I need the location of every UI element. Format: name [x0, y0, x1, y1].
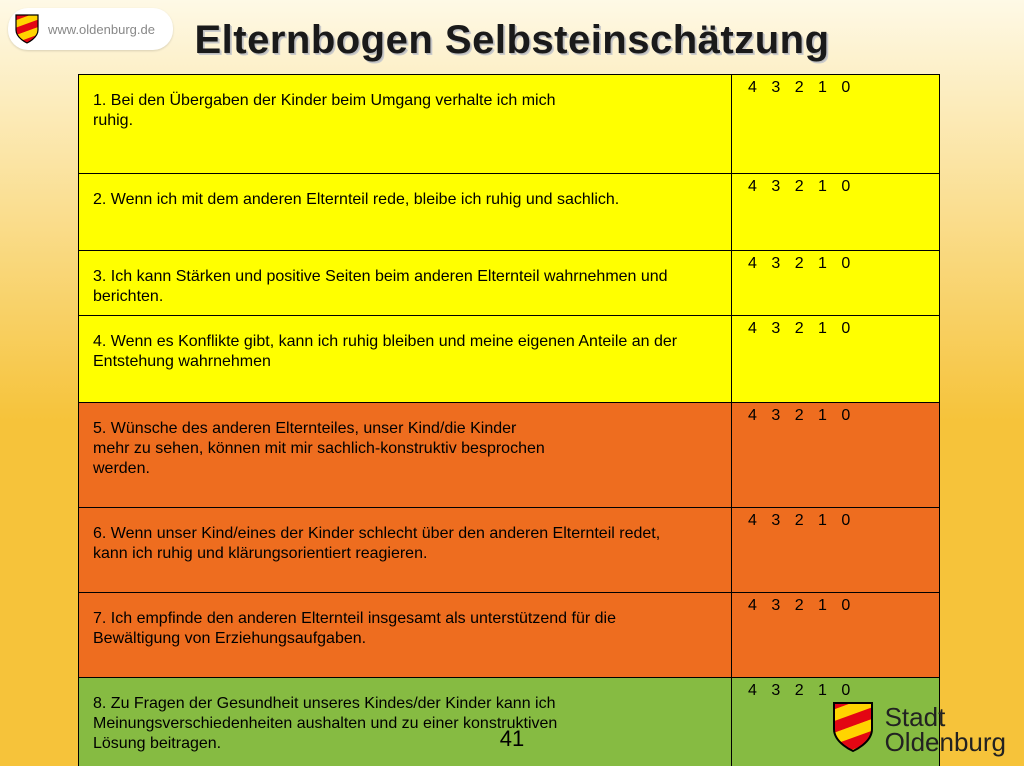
question-text: 7. Ich empfinde den anderen Elternteil i… [93, 599, 616, 649]
question-text: 2. Wenn ich mit dem anderen Elternteil r… [93, 180, 619, 210]
table-row: 5. Wünsche des anderen Elternteiles, uns… [79, 403, 939, 508]
table-row: 1. Bei den Übergaben der Kinder beim Umg… [79, 75, 939, 174]
scale-values: 4 3 2 1 0 [748, 682, 850, 699]
scale-cell: 4 3 2 1 0 [732, 316, 939, 402]
scale-cell: 4 3 2 1 0 [732, 593, 939, 677]
footer-logo: Stadt Oldenburg [831, 701, 1006, 758]
slide: www.oldenburg.de Elternbogen Selbsteinsc… [0, 0, 1024, 766]
question-cell: 4. Wenn es Konflikte gibt, kann ich ruhi… [79, 316, 732, 402]
scale-values: 4 3 2 1 0 [748, 597, 850, 614]
question-cell: 2. Wenn ich mit dem anderen Elternteil r… [79, 174, 732, 250]
question-text: 4. Wenn es Konflikte gibt, kann ich ruhi… [93, 322, 677, 372]
footer-city-name: Stadt Oldenburg [885, 705, 1006, 754]
scale-values: 4 3 2 1 0 [748, 407, 850, 424]
scale-values: 4 3 2 1 0 [748, 512, 850, 529]
question-cell: 8. Zu Fragen der Gesundheit unseres Kind… [79, 678, 732, 766]
question-cell: 3. Ich kann Stärken und positive Seiten … [79, 251, 732, 315]
question-text: 3. Ich kann Stärken und positive Seiten … [93, 257, 668, 307]
assessment-table: 1. Bei den Übergaben der Kinder beim Umg… [78, 74, 940, 766]
question-cell: 6. Wenn unser Kind/eines der Kinder schl… [79, 508, 732, 592]
table-row: 3. Ich kann Stärken und positive Seiten … [79, 251, 939, 316]
scale-cell: 4 3 2 1 0 [732, 75, 939, 173]
scale-values: 4 3 2 1 0 [748, 320, 850, 337]
question-text: 6. Wenn unser Kind/eines der Kinder schl… [93, 514, 660, 564]
scale-cell: 4 3 2 1 0 [732, 403, 939, 507]
question-cell: 7. Ich empfinde den anderen Elternteil i… [79, 593, 732, 677]
scale-values: 4 3 2 1 0 [748, 79, 850, 96]
scale-cell: 4 3 2 1 0 [732, 174, 939, 250]
scale-cell: 4 3 2 1 0 [732, 251, 939, 315]
table-row: 7. Ich empfinde den anderen Elternteil i… [79, 593, 939, 678]
scale-values: 4 3 2 1 0 [748, 255, 850, 272]
question-cell: 1. Bei den Übergaben der Kinder beim Umg… [79, 75, 732, 173]
question-text: 5. Wünsche des anderen Elternteiles, uns… [93, 409, 545, 479]
table-row: 8. Zu Fragen der Gesundheit unseres Kind… [79, 678, 939, 766]
table-row: 6. Wenn unser Kind/eines der Kinder schl… [79, 508, 939, 593]
footer-city-line2: Oldenburg [885, 730, 1006, 755]
scale-values: 4 3 2 1 0 [748, 178, 850, 195]
oldenburg-logo-icon [831, 701, 875, 758]
question-text: 1. Bei den Übergaben der Kinder beim Umg… [93, 81, 555, 131]
page-title: Elternbogen Selbsteinschätzung [0, 18, 1024, 63]
table-row: 2. Wenn ich mit dem anderen Elternteil r… [79, 174, 939, 251]
scale-cell: 4 3 2 1 0 [732, 508, 939, 592]
question-cell: 5. Wünsche des anderen Elternteiles, uns… [79, 403, 732, 507]
table-row: 4. Wenn es Konflikte gibt, kann ich ruhi… [79, 316, 939, 403]
